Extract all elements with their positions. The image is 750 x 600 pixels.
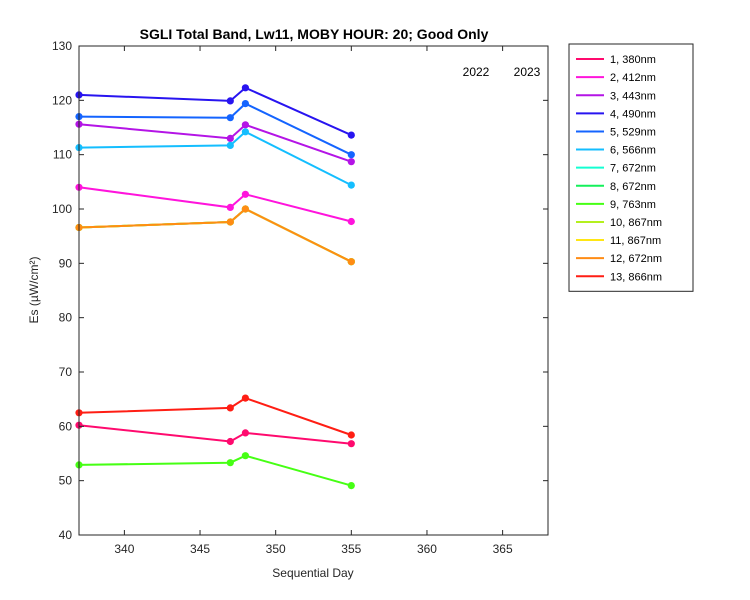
legend-label: 2, 412nm xyxy=(610,72,656,84)
data-point xyxy=(347,431,355,439)
data-point xyxy=(241,394,249,402)
data-point xyxy=(347,151,355,159)
series-3 xyxy=(75,120,355,166)
data-point xyxy=(226,404,234,412)
x-tick-label: 355 xyxy=(341,542,361,556)
legend-entry: 7, 672nm xyxy=(576,163,656,175)
legend-entry: 13, 866nm xyxy=(576,271,662,283)
series-5 xyxy=(75,100,355,159)
series-6 xyxy=(75,128,355,189)
series-1 xyxy=(75,421,355,448)
y-tick-label: 130 xyxy=(52,39,72,53)
plot-area xyxy=(79,46,548,535)
data-point xyxy=(347,181,355,189)
series-4 xyxy=(75,84,355,139)
y-axis-label: Es (µW/cm²) xyxy=(27,257,41,324)
data-point xyxy=(241,128,249,136)
series-line xyxy=(78,454,352,487)
legend-entry: 5, 529nm xyxy=(576,126,656,138)
legend-label: 6, 566nm xyxy=(610,145,656,157)
y-tick-label: 120 xyxy=(52,93,72,107)
legend-label: 1, 380nm xyxy=(610,54,656,66)
series-line xyxy=(78,186,352,223)
data-point xyxy=(347,217,355,226)
legend-entry: 4, 490nm xyxy=(576,108,656,120)
x-tick-label: 365 xyxy=(493,542,513,556)
x-tick-label: 340 xyxy=(114,542,134,556)
legend-label: 9, 763nm xyxy=(610,199,656,211)
axes-layer: 340 345 350 355 360 365 40 50 60 70 80 90 100 110 120 1… xyxy=(52,39,549,556)
year-annotation: 2022 xyxy=(463,65,490,79)
data-point xyxy=(226,114,234,122)
series-line xyxy=(78,207,352,263)
data-point xyxy=(347,482,355,490)
series-2 xyxy=(75,183,355,226)
legend-label: 12, 672nm xyxy=(610,253,662,265)
legend-label: 4, 490nm xyxy=(610,108,656,120)
legend-entry: 11, 867nm xyxy=(576,235,661,247)
annotation-layer: 2022 2023 xyxy=(463,65,541,79)
x-axis-label: Sequential Day xyxy=(272,566,353,580)
series-line xyxy=(78,396,352,436)
data-point xyxy=(347,158,355,166)
series-line xyxy=(78,86,352,137)
legend-label: 11, 867nm xyxy=(610,235,661,247)
y-tick-label: 100 xyxy=(52,202,72,216)
series-layer xyxy=(75,84,355,490)
legend-entry: 8, 672nm xyxy=(576,181,656,193)
data-point xyxy=(241,84,249,92)
series-line xyxy=(78,130,352,186)
data-point xyxy=(226,97,234,105)
legend-entry: 6, 566nm xyxy=(576,145,656,157)
y-tick-label: 70 xyxy=(59,365,73,379)
y-tick-label: 50 xyxy=(59,474,73,488)
legend-entry: 1, 380nm xyxy=(576,54,656,66)
data-point xyxy=(241,429,249,437)
axes-box xyxy=(78,45,549,536)
data-point xyxy=(226,203,234,211)
data-point xyxy=(226,141,234,149)
legend-label: 7, 672nm xyxy=(610,163,656,175)
series-12 xyxy=(75,205,355,266)
series-line xyxy=(78,424,352,445)
legend-label: 10, 867nm xyxy=(610,217,662,229)
data-point xyxy=(226,218,234,226)
data-point xyxy=(241,190,249,198)
data-point xyxy=(347,131,355,139)
series-line xyxy=(78,102,352,156)
legend: 1, 380nm 2, 412nm 3, 443nm 4, 490nm 5, 529nm… xyxy=(568,43,694,292)
legend-entry: 2, 412nm xyxy=(576,72,656,84)
y-tick-label: 40 xyxy=(59,528,73,542)
data-point xyxy=(347,258,355,266)
x-tick-label: 360 xyxy=(417,542,437,556)
y-tick-label: 60 xyxy=(59,419,73,433)
data-point xyxy=(241,452,249,460)
data-point xyxy=(241,100,249,108)
y-tick-label: 80 xyxy=(59,311,73,325)
legend-entry: 3, 443nm xyxy=(576,90,656,102)
legend-label: 13, 866nm xyxy=(610,271,662,283)
data-point xyxy=(347,440,355,448)
data-point xyxy=(226,459,234,467)
x-tick-label: 345 xyxy=(190,542,210,556)
y-tick-label: 90 xyxy=(59,256,73,270)
y-tick-label: 110 xyxy=(53,148,72,162)
series-line xyxy=(78,123,352,163)
chart-title: SGLI Total Band, Lw11, MOBY HOUR: 20; Go… xyxy=(140,26,489,42)
legend-label: 8, 672nm xyxy=(610,181,656,193)
data-point xyxy=(226,437,234,446)
x-tick-label: 350 xyxy=(266,542,286,556)
legend-entry: 12, 672nm xyxy=(576,253,662,265)
data-point xyxy=(241,121,249,129)
data-point xyxy=(226,134,234,142)
legend-label: 5, 529nm xyxy=(610,126,656,138)
year-annotation: 2023 xyxy=(514,65,541,79)
legend-entry: 9, 763nm xyxy=(576,199,656,211)
legend-label: 3, 443nm xyxy=(610,90,656,102)
data-point xyxy=(241,205,249,213)
legend-entry: 10, 867nm xyxy=(576,217,662,229)
